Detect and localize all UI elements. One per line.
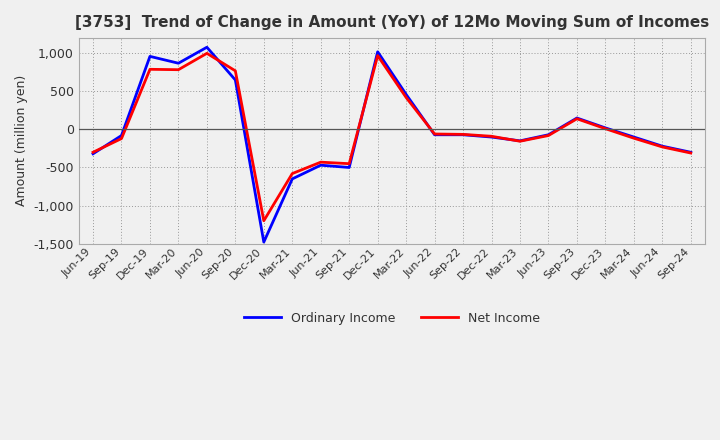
Net Income — [202, 51, 211, 56]
Net Income — [431, 132, 439, 137]
Ordinary Income — [487, 134, 496, 139]
Ordinary Income — [231, 77, 240, 83]
Net Income — [231, 68, 240, 73]
Net Income — [572, 116, 581, 121]
Net Income — [686, 150, 695, 156]
Net Income — [345, 161, 354, 166]
Net Income — [402, 95, 410, 100]
Net Income — [259, 218, 268, 224]
Ordinary Income — [174, 61, 183, 66]
Ordinary Income — [686, 150, 695, 155]
Ordinary Income — [345, 165, 354, 170]
Line: Net Income: Net Income — [93, 53, 690, 221]
Ordinary Income — [402, 92, 410, 97]
Ordinary Income — [259, 239, 268, 245]
Legend: Ordinary Income, Net Income: Ordinary Income, Net Income — [239, 307, 545, 330]
Ordinary Income — [288, 176, 297, 182]
Net Income — [459, 132, 467, 137]
Ordinary Income — [601, 125, 610, 131]
Line: Ordinary Income: Ordinary Income — [93, 47, 690, 242]
Net Income — [487, 134, 496, 139]
Net Income — [629, 136, 638, 141]
Net Income — [145, 67, 154, 72]
Ordinary Income — [316, 162, 325, 168]
Net Income — [658, 144, 667, 150]
Ordinary Income — [516, 138, 524, 143]
Ordinary Income — [658, 143, 667, 149]
Net Income — [117, 136, 126, 141]
Net Income — [288, 171, 297, 176]
Ordinary Income — [117, 133, 126, 138]
Net Income — [374, 53, 382, 58]
Title: [3753]  Trend of Change in Amount (YoY) of 12Mo Moving Sum of Incomes: [3753] Trend of Change in Amount (YoY) o… — [75, 15, 709, 30]
Y-axis label: Amount (million yen): Amount (million yen) — [15, 75, 28, 206]
Net Income — [89, 150, 97, 155]
Net Income — [544, 133, 553, 138]
Ordinary Income — [374, 49, 382, 55]
Ordinary Income — [431, 132, 439, 137]
Ordinary Income — [89, 151, 97, 157]
Net Income — [516, 139, 524, 144]
Net Income — [601, 126, 610, 131]
Ordinary Income — [459, 132, 467, 137]
Ordinary Income — [572, 115, 581, 121]
Ordinary Income — [145, 54, 154, 59]
Net Income — [316, 160, 325, 165]
Ordinary Income — [544, 132, 553, 137]
Net Income — [174, 67, 183, 72]
Ordinary Income — [202, 44, 211, 50]
Ordinary Income — [629, 134, 638, 139]
